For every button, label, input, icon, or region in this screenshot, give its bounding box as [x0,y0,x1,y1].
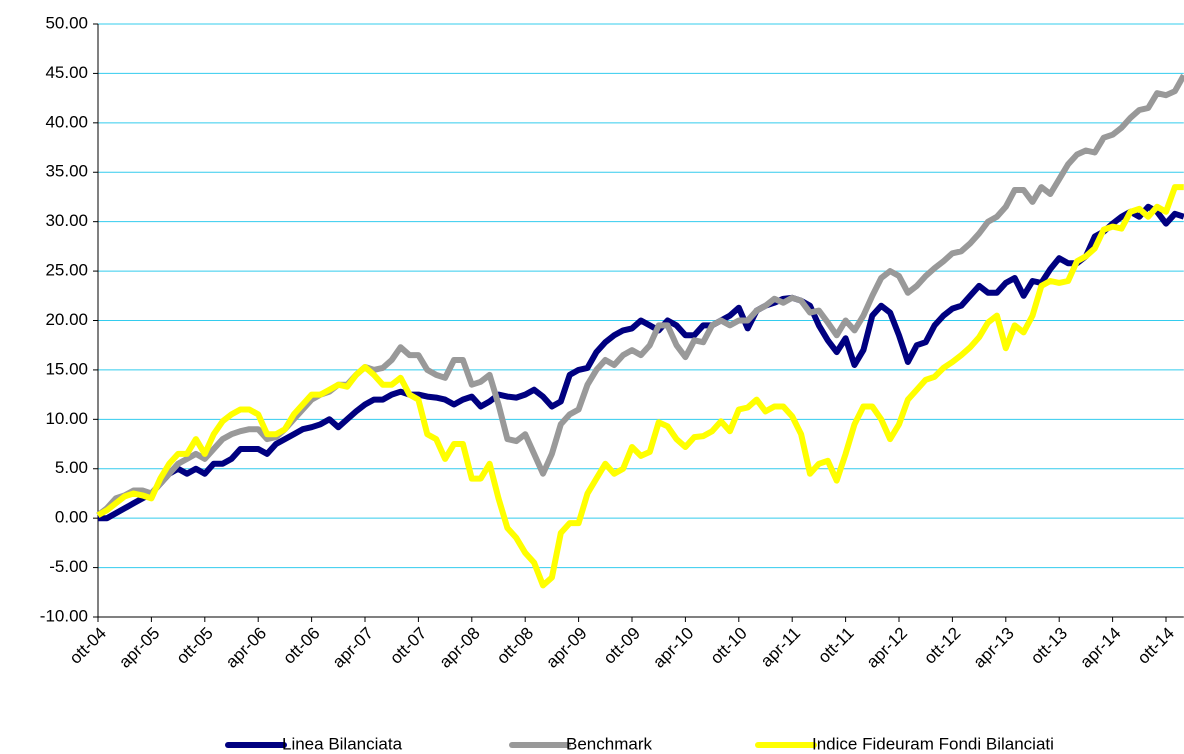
series-line [96,184,1184,589]
x-tick-label: apr-08 [436,624,484,672]
y-tick-label: 5.00 [55,458,88,477]
y-tick-label: 50.00 [45,13,88,32]
y-tick-label: 20.00 [45,310,88,329]
y-tick-label: 35.00 [45,162,88,181]
x-tick-label: ott-04 [66,624,110,668]
y-tick-label: 45.00 [45,63,88,82]
y-tick-label: 0.00 [55,508,88,527]
x-tick-label: apr-10 [649,624,697,672]
y-tick-label: 25.00 [45,261,88,280]
y-tick-label: 30.00 [45,211,88,230]
x-tick-label: apr-14 [1076,624,1124,672]
y-tick-label: 10.00 [45,409,88,428]
x-tick-label: apr-13 [970,624,1018,672]
y-tick-label: 40.00 [45,112,88,131]
x-tick-label: ott-12 [920,624,964,668]
y-tick-label: -5.00 [49,557,88,576]
y-tick-label: 15.00 [45,359,88,378]
x-tick-label: ott-09 [600,624,644,668]
x-tick-label: apr-09 [542,624,590,672]
x-tick-label: apr-07 [329,624,377,672]
x-tick-label: apr-05 [115,624,163,672]
x-tick-label: ott-06 [279,624,323,668]
x-tick-label: ott-05 [173,624,217,668]
x-tick-label: apr-12 [863,624,911,672]
legend-label: Benchmark [566,734,652,753]
x-tick-label: ott-07 [386,624,430,668]
x-tick-label: ott-13 [1027,624,1071,668]
x-tick-label: ott-10 [707,624,751,668]
x-tick-label: ott-08 [493,624,537,668]
legend-label: Indice Fideuram Fondi Bilanciati [812,734,1054,753]
x-tick-label: ott-14 [1134,624,1178,668]
x-tick-label: ott-11 [814,624,857,667]
x-tick-label: apr-06 [222,624,270,672]
x-tick-label: apr-11 [757,624,804,671]
legend-label: Linea Bilanciata [282,734,403,753]
y-tick-label: -10.00 [40,606,88,625]
series-line [98,203,1184,522]
